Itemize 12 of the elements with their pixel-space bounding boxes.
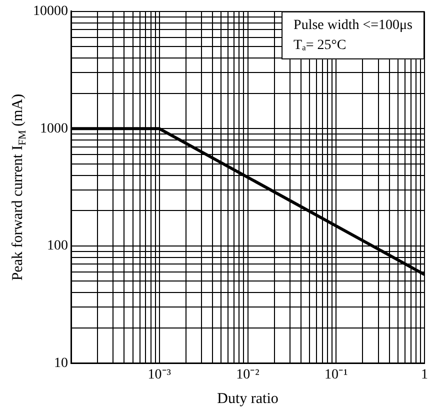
x-tick-label: 1 — [421, 367, 428, 382]
annotation: Pulse width <=100μs — [294, 18, 413, 34]
x-tick-label: 10⁻³ — [148, 367, 171, 382]
x-axis-title: Duty ratio — [217, 390, 278, 407]
x-tick-label: 10⁻² — [236, 367, 260, 382]
y-axis-title: Peak forward current IFM (mA) — [10, 94, 28, 281]
y-tick-label: 10 — [54, 356, 68, 371]
y-tick-label: 10000 — [33, 4, 68, 20]
y-tick-label: 100 — [47, 238, 68, 254]
y-tick-label: 1000 — [40, 121, 68, 136]
x-tick-label: 10⁻¹ — [324, 367, 348, 382]
annotation: Tₐ= 25°C — [294, 38, 346, 54]
